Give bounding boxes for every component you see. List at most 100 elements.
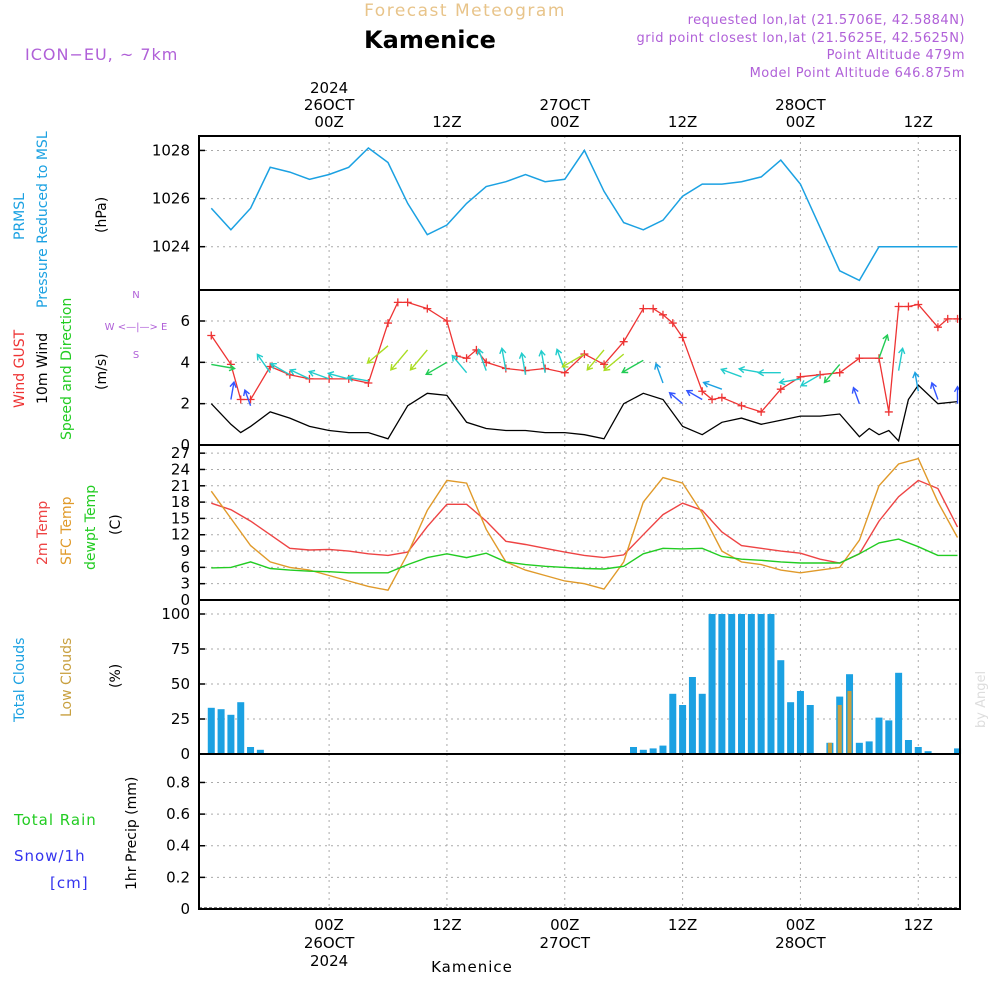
wind-arrow bbox=[851, 386, 861, 404]
gust-marker bbox=[933, 323, 942, 332]
label-speed-dir: Speed and Direction bbox=[59, 298, 75, 440]
wind-arrow bbox=[799, 374, 821, 387]
wind-arrow bbox=[518, 351, 527, 375]
gridpoint-coords: grid point closest lon,lat (21.5625E, 42… bbox=[637, 31, 965, 46]
wind-arrow bbox=[897, 346, 906, 371]
gust-marker bbox=[708, 395, 717, 404]
time-label-bottom: 12Z bbox=[904, 916, 933, 934]
wind-arrow bbox=[621, 359, 644, 374]
ytick-label-temperature: 21 bbox=[171, 477, 190, 495]
cloud-bar-total bbox=[639, 749, 647, 754]
wind-arrow bbox=[269, 363, 291, 376]
label-ms: (m/s) bbox=[94, 353, 110, 390]
gust-marker bbox=[423, 304, 432, 313]
label-prmsl-long: Pressure Reduced to MSL bbox=[35, 131, 51, 308]
cloud-bar-total bbox=[796, 691, 804, 754]
gust-marker bbox=[639, 304, 648, 313]
wind-arrow bbox=[654, 362, 664, 384]
gust-marker bbox=[698, 387, 707, 396]
wind-arrow bbox=[603, 353, 625, 372]
cloud-bar-total bbox=[904, 740, 912, 754]
ytick-label-pressure: 1024 bbox=[152, 238, 190, 256]
point-altitude: Point Altitude 479m bbox=[827, 48, 965, 63]
cloud-bar-total bbox=[865, 741, 873, 754]
gust-marker bbox=[658, 310, 667, 319]
wind-arrow bbox=[211, 363, 236, 372]
label-dewpt: dewpt Temp bbox=[83, 485, 99, 570]
wind-arrow bbox=[586, 349, 605, 371]
data-layer bbox=[199, 147, 962, 909]
cloud-bar-total bbox=[914, 747, 922, 754]
wind-arrow bbox=[538, 349, 546, 373]
cloud-bar-total bbox=[698, 693, 706, 754]
wind-arrow bbox=[451, 354, 468, 374]
ytick-label-precipitation: 0.8 bbox=[166, 773, 190, 791]
gust-marker bbox=[442, 317, 451, 325]
wind-arrow bbox=[912, 371, 920, 392]
gust-marker bbox=[649, 304, 658, 313]
time-label-top: 12Z bbox=[668, 113, 697, 131]
cloud-bar-total bbox=[728, 614, 736, 754]
label-gust: Wind GUST bbox=[12, 329, 28, 408]
time-label-top: 2024 bbox=[310, 79, 348, 97]
gust-marker bbox=[236, 395, 245, 404]
gust-marker bbox=[285, 370, 294, 379]
label-pct: (%) bbox=[108, 664, 124, 688]
wind-arrow bbox=[425, 361, 448, 376]
wind-arrow bbox=[702, 380, 723, 390]
cloud-bar-total bbox=[217, 709, 225, 754]
ytick-label-precipitation: 0.4 bbox=[166, 837, 190, 855]
gust-marker bbox=[393, 298, 402, 307]
compass-we: W <—|—> E bbox=[105, 322, 168, 333]
cloud-bar-low bbox=[837, 705, 842, 754]
cloud-bar-total bbox=[757, 614, 765, 754]
cloud-bar-total bbox=[679, 705, 687, 754]
wind-arrow bbox=[327, 371, 349, 380]
ytick-label-clouds: 50 bbox=[171, 675, 190, 693]
time-label-bottom: 00Z bbox=[314, 916, 343, 934]
label-prmsl: PRMSL bbox=[12, 193, 28, 240]
label-snow: Snow/1h bbox=[14, 847, 86, 865]
ytick-label-temperature: 0 bbox=[180, 591, 190, 609]
cloud-bar-total bbox=[649, 748, 657, 754]
panel-frame-pressure bbox=[198, 135, 961, 291]
gust-marker bbox=[619, 337, 628, 346]
cloud-bar-total bbox=[708, 614, 716, 754]
gust-marker bbox=[776, 385, 785, 394]
wind-arrow bbox=[499, 346, 507, 371]
gust-marker bbox=[894, 302, 903, 311]
requested-coords: requested lon,lat (21.5706E, 42.5884N) bbox=[688, 13, 965, 28]
wind-arrow bbox=[476, 348, 487, 371]
ytick-label-temperature: 9 bbox=[180, 542, 190, 560]
cloud-bar-total bbox=[924, 751, 932, 754]
panel-frame-clouds bbox=[198, 599, 961, 755]
wind-arrow bbox=[737, 365, 762, 374]
gust-marker bbox=[668, 319, 677, 328]
time-label-top: 27OCT bbox=[540, 96, 591, 114]
wind-arrow bbox=[720, 367, 742, 378]
ytick-label-temperature: 18 bbox=[171, 493, 190, 511]
cloud-bar-total bbox=[237, 702, 245, 754]
wind-arrow bbox=[366, 345, 389, 364]
location-title: Kamenice bbox=[364, 26, 496, 54]
gust-marker bbox=[855, 354, 864, 363]
ytick-label-clouds: 0 bbox=[180, 745, 190, 763]
gust-marker bbox=[600, 360, 609, 369]
cloud-bar-total bbox=[747, 614, 755, 754]
time-label-top: 00Z bbox=[786, 113, 815, 131]
compass-s: S bbox=[133, 350, 139, 361]
ytick-label-clouds: 25 bbox=[171, 710, 190, 728]
wind-arrow bbox=[930, 381, 939, 400]
cloud-bar-total bbox=[885, 720, 893, 754]
grid-layer bbox=[199, 136, 960, 910]
ytick-label-temperature: 15 bbox=[171, 509, 190, 527]
cloud-bar-total bbox=[738, 614, 746, 754]
credit: by Angel bbox=[974, 671, 989, 728]
time-label-bottom: 12Z bbox=[432, 916, 461, 934]
gust-marker bbox=[835, 368, 844, 377]
cloud-bar-total bbox=[207, 707, 215, 754]
gust-marker bbox=[462, 354, 471, 363]
ytick-label-temperature: 6 bbox=[180, 558, 190, 576]
gust-marker bbox=[226, 360, 235, 369]
